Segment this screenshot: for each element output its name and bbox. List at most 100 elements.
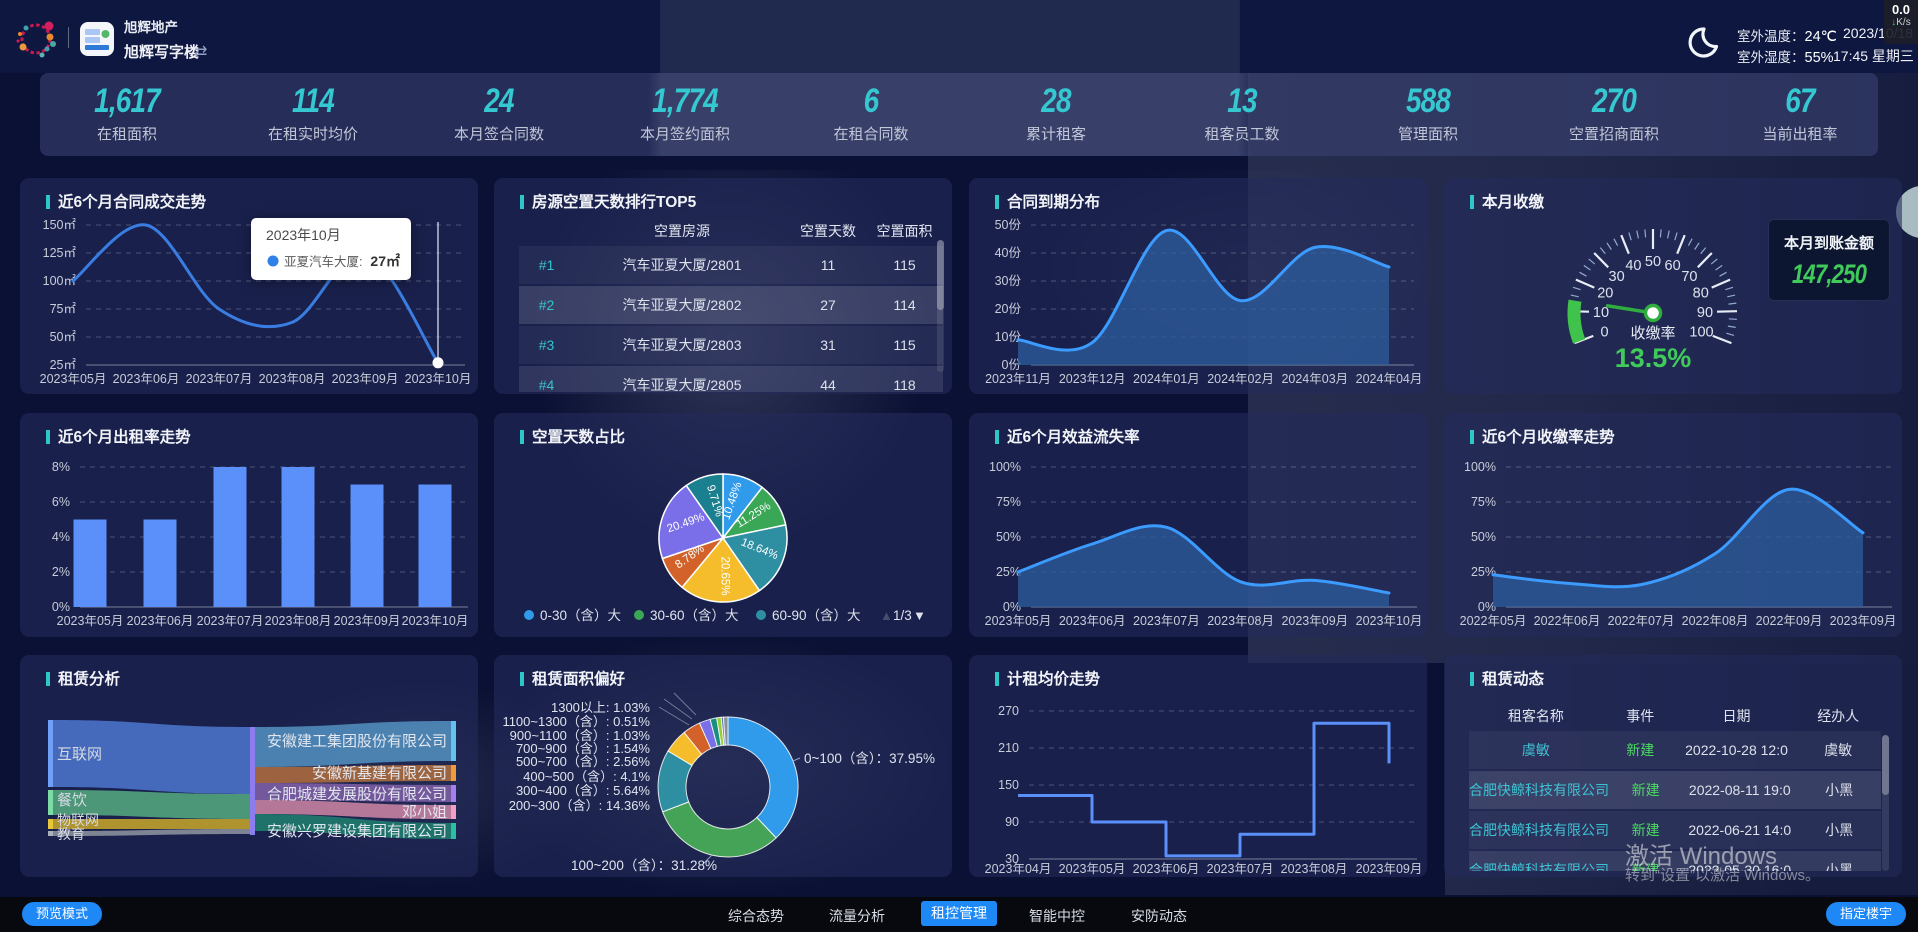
svg-text:2022年05月: 2022年05月 — [1460, 614, 1527, 628]
svg-text:50%: 50% — [1471, 530, 1496, 544]
svg-text:2023年09月: 2023年09月 — [1281, 614, 1348, 628]
svg-text:2023年06月: 2023年06月 — [1133, 862, 1200, 876]
svg-text:60: 60 — [1665, 258, 1681, 274]
svg-text:150: 150 — [998, 778, 1019, 792]
svg-text:2024年02月: 2024年02月 — [1207, 372, 1274, 386]
svg-text:2023年09月: 2023年09月 — [334, 614, 401, 628]
svg-text:500~700（含）: 2.56%: 500~700（含）: 2.56% — [516, 754, 650, 769]
svg-text:2023年05月: 2023年05月 — [57, 614, 124, 628]
svg-text:20份: 20份 — [995, 302, 1022, 316]
svg-text:100%: 100% — [1464, 460, 1496, 474]
svg-text:100: 100 — [1689, 325, 1713, 341]
svg-text:教育: 教育 — [57, 826, 85, 842]
svg-text:270: 270 — [998, 704, 1019, 718]
svg-text:27㎡: 27㎡ — [370, 253, 400, 269]
svg-text:2023年08月: 2023年08月 — [259, 372, 326, 386]
svg-text:10: 10 — [1593, 305, 1609, 321]
svg-text:2023年07月: 2023年07月 — [197, 614, 264, 628]
svg-text:安徽兴罗建设集团有限公司: 安徽兴罗建设集团有限公司 — [267, 823, 447, 840]
svg-text:2023年06月: 2023年06月 — [1059, 614, 1126, 628]
svg-text:1100~1300（含）: 0.51%: 1100~1300（含）: 0.51% — [502, 714, 650, 729]
svg-text:6%: 6% — [52, 495, 70, 509]
svg-text:合肥城建发展股份有限公司: 合肥城建发展股份有限公司 — [267, 786, 447, 803]
svg-text:0~100（含）：37.95%: 0~100（含）：37.95% — [804, 751, 935, 766]
svg-text:25%: 25% — [996, 565, 1021, 579]
svg-text:2023年04月: 2023年04月 — [985, 862, 1052, 876]
svg-text:2023年12月: 2023年12月 — [1059, 372, 1126, 386]
svg-text:2023年08月: 2023年08月 — [1281, 862, 1348, 876]
svg-text:50: 50 — [1645, 254, 1661, 270]
svg-text:2024年04月: 2024年04月 — [1356, 372, 1423, 386]
svg-text:40: 40 — [1625, 258, 1641, 274]
svg-text:125㎡: 125㎡ — [43, 246, 77, 260]
svg-text:300~400（含）: 5.64%: 300~400（含）: 5.64% — [516, 783, 650, 798]
svg-text:13.5%: 13.5% — [1615, 343, 1692, 373]
svg-text:400~500（含）: 4.1%: 400~500（含）: 4.1% — [523, 769, 650, 784]
svg-text:0份: 0份 — [1002, 358, 1022, 372]
svg-text:2023年06月: 2023年06月 — [113, 372, 180, 386]
svg-text:2023年06月: 2023年06月 — [127, 614, 194, 628]
svg-text:4%: 4% — [52, 530, 70, 544]
svg-text:900~1100（含）: 1.03%: 900~1100（含）: 1.03% — [510, 728, 651, 743]
svg-text:30-60（含）大: 30-60（含）大 — [650, 608, 739, 623]
svg-text:▼: ▼ — [913, 608, 926, 623]
svg-text:2024年03月: 2024年03月 — [1281, 372, 1348, 386]
svg-text:安徽新基建有限公司: 安徽新基建有限公司 — [312, 765, 447, 782]
svg-text:30份: 30份 — [995, 274, 1022, 288]
svg-text:100~200（含）：31.28%: 100~200（含）：31.28% — [571, 858, 717, 873]
svg-text:80: 80 — [1693, 285, 1709, 301]
svg-text:2023年05月: 2023年05月 — [985, 614, 1052, 628]
svg-text:2023年09月: 2023年09月 — [1356, 862, 1423, 876]
svg-text:20: 20 — [1597, 285, 1613, 301]
svg-text:物联网: 物联网 — [57, 812, 99, 828]
svg-text:2023年08月: 2023年08月 — [265, 614, 332, 628]
svg-text:100%: 100% — [989, 460, 1021, 474]
svg-text:210: 210 — [998, 741, 1019, 755]
svg-text:2023年10月: 2023年10月 — [266, 227, 341, 243]
svg-text:75㎡: 75㎡ — [50, 302, 77, 316]
svg-text:0%: 0% — [1003, 600, 1021, 614]
svg-text:2022年09月: 2022年09月 — [1756, 614, 1823, 628]
svg-text:60-90（含）大: 60-90（含）大 — [772, 608, 861, 623]
svg-text:2023年05月: 2023年05月 — [1059, 862, 1126, 876]
svg-text:2023年10月: 2023年10月 — [1356, 614, 1423, 628]
svg-text:75%: 75% — [996, 495, 1021, 509]
svg-text:2023年08月: 2023年08月 — [1207, 614, 1274, 628]
svg-text:▲: ▲ — [880, 608, 893, 623]
svg-text:50份: 50份 — [995, 218, 1022, 232]
svg-text:0: 0 — [1600, 325, 1608, 341]
svg-text:亚夏汽车大厦:: 亚夏汽车大厦: — [284, 254, 362, 269]
svg-text:2022年06月: 2022年06月 — [1534, 614, 1601, 628]
svg-text:2023年09月: 2023年09月 — [1830, 614, 1897, 628]
svg-text:30: 30 — [1609, 269, 1625, 285]
svg-text:50%: 50% — [996, 530, 1021, 544]
svg-text:2023年07月: 2023年07月 — [186, 372, 253, 386]
svg-text:25㎡: 25㎡ — [50, 358, 77, 372]
svg-text:8%: 8% — [52, 460, 70, 474]
svg-text:90: 90 — [1697, 305, 1713, 321]
svg-text:互联网: 互联网 — [57, 746, 102, 763]
svg-text:40份: 40份 — [995, 246, 1022, 260]
svg-text:200~300（含）: 14.36%: 200~300（含）: 14.36% — [509, 798, 651, 813]
svg-text:2023年07月: 2023年07月 — [1207, 862, 1274, 876]
svg-text:2023年10月: 2023年10月 — [402, 614, 469, 628]
svg-text:2023年07月: 2023年07月 — [1133, 614, 1200, 628]
svg-text:50㎡: 50㎡ — [50, 330, 77, 344]
svg-text:安徽建工集团股份有限公司: 安徽建工集团股份有限公司 — [267, 733, 447, 750]
svg-text:75%: 75% — [1471, 495, 1496, 509]
svg-text:2023年05月: 2023年05月 — [40, 372, 107, 386]
svg-text:2023年11月: 2023年11月 — [985, 372, 1051, 386]
svg-text:100㎡: 100㎡ — [43, 274, 77, 288]
svg-text:0%: 0% — [1478, 600, 1496, 614]
svg-text:2022年08月: 2022年08月 — [1682, 614, 1749, 628]
svg-text:20.65%: 20.65% — [718, 556, 730, 595]
svg-text:邓小姐: 邓小姐 — [402, 804, 447, 821]
svg-text:0%: 0% — [52, 600, 70, 614]
svg-text:70: 70 — [1681, 269, 1697, 285]
svg-text:2023年10月: 2023年10月 — [405, 372, 472, 386]
svg-text:2023年09月: 2023年09月 — [332, 372, 399, 386]
svg-text:2024年01月: 2024年01月 — [1133, 372, 1200, 386]
svg-text:30: 30 — [1005, 852, 1019, 866]
svg-text:收缴率: 收缴率 — [1630, 325, 1675, 342]
svg-text:150㎡: 150㎡ — [43, 218, 77, 232]
